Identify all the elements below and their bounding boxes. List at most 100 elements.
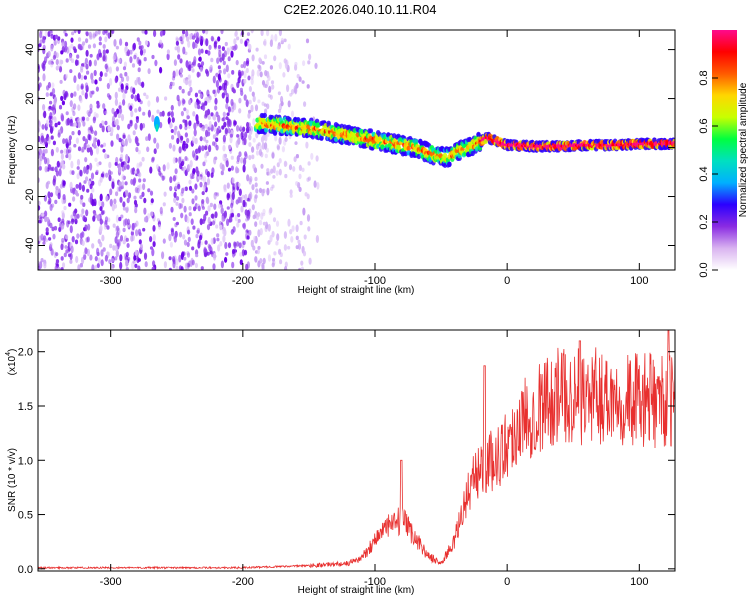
spectrogram-noise-blob — [191, 246, 195, 251]
spectrogram-noise-blob — [139, 161, 143, 167]
spectrogram-noise-blob — [201, 191, 205, 196]
spectrogram-noise-blob — [102, 103, 106, 110]
spectrogram-noise-blob — [121, 165, 125, 172]
spectrogram-noise-blob — [205, 30, 209, 35]
spectrogram-noise-blob — [251, 154, 255, 160]
spectrogram-noise-blob — [176, 45, 180, 53]
spectrogram-noise-blob — [193, 153, 197, 161]
spectrogram-noise-blob — [60, 114, 65, 122]
spectrogram-noise-blob — [61, 218, 65, 224]
y-tick-label: 20 — [24, 92, 36, 104]
spectrogram-noise-blob — [79, 169, 83, 177]
spectrogram-noise-blob — [265, 181, 269, 185]
spectrogram-noise-blob — [64, 73, 69, 79]
spectrogram-noise-blob — [178, 202, 182, 210]
spectrogram-noise-blob — [91, 78, 95, 84]
spectrogram-noise-blob — [239, 124, 243, 130]
spectrogram-noise-blob — [53, 225, 58, 231]
spectrogram-noise-blob — [274, 134, 278, 142]
spectrogram-noise-blob — [106, 225, 110, 230]
y-tick-label: 1.0 — [18, 455, 33, 467]
spectrogram-noise-blob — [224, 41, 228, 47]
spectrogram-noise-blob — [192, 111, 196, 117]
spectrogram-noise-blob — [246, 174, 250, 182]
spectrogram-noise-blob — [69, 181, 73, 190]
spectrogram-noise-blob — [223, 82, 227, 91]
spectrogram-noise-blob — [219, 162, 223, 170]
spectrogram-noise-blob — [70, 214, 74, 220]
x-tick-label: -300 — [100, 576, 122, 588]
spectrogram-noise-blob — [245, 263, 249, 270]
spectrogram-y-axis: -40 -20 0 20 40 — [24, 43, 675, 253]
spectrogram-noise-blob — [174, 168, 178, 175]
spectrogram-noise-blob — [137, 149, 141, 155]
spectrogram-noise-blob — [133, 177, 137, 184]
spectrogram-noise-blob — [207, 115, 211, 120]
spectrogram-noise-blob — [247, 75, 251, 81]
spectrogram-noise-blob — [144, 30, 148, 35]
spectrogram-noise-blob — [104, 254, 108, 262]
spectrogram-noise-blob — [244, 151, 248, 157]
spectrogram-noise-blob — [194, 195, 198, 201]
spectrogram-noise-blob — [276, 145, 280, 151]
spectrogram-noise-blob — [223, 121, 227, 128]
spectrogram-noise-blob — [104, 216, 109, 223]
spectrogram-noise-blob — [259, 228, 263, 236]
spectrogram-noise-blob — [76, 84, 80, 91]
spectrogram-noise-blob — [83, 166, 87, 174]
spectrogram-noise-blob — [99, 71, 103, 78]
spectrogram-noise-blob — [73, 143, 77, 148]
spectrogram-noise-blob — [301, 167, 305, 172]
spectrogram-noise-blob — [308, 53, 312, 61]
spectrogram-noise-blob — [305, 38, 310, 44]
spectrogram-noise-blob — [52, 233, 56, 240]
spectrogram-noise-blob — [106, 82, 110, 90]
spectrogram-noise-blob — [77, 104, 81, 111]
spectrogram-noise-blob — [295, 154, 299, 159]
spectrogram-noise-blob — [91, 243, 95, 249]
spectrogram-noise-blob — [143, 197, 147, 204]
spectrogram-noise-blob — [118, 107, 122, 114]
spectrogram-noise-blob — [269, 39, 273, 47]
spectrogram-noise-blob — [90, 172, 95, 180]
spectrogram-noise-blob — [118, 87, 122, 92]
snr-series-line — [38, 330, 675, 571]
spectrogram-noise-blob — [86, 110, 90, 115]
spectrogram-noise-blob — [246, 57, 250, 65]
spectrogram-noise-blob — [227, 193, 231, 199]
spectrogram-noise-blob — [224, 256, 228, 263]
spectrogram-noise-blob — [168, 256, 172, 261]
colorbar-label: Normalized spectral amplitude — [738, 82, 749, 217]
spectrogram-noise-blob — [99, 175, 103, 183]
spectrogram-noise-blob — [72, 187, 76, 195]
spectrogram-noise-blob — [94, 256, 98, 262]
spectrogram-track-blob — [153, 116, 160, 131]
spectrogram-noise-blob — [59, 79, 63, 84]
spectrogram-noise-blob — [192, 41, 196, 50]
spectrogram-noise-blob — [261, 188, 265, 197]
spectrogram-noise-blob — [207, 243, 211, 249]
spectrogram-noise-blob — [243, 249, 248, 256]
spectrogram-noise-blob — [217, 36, 221, 42]
spectrogram-noise-blob — [143, 57, 147, 62]
spectrogram-noise-blob — [217, 65, 221, 70]
spectrogram-noise-blob — [90, 72, 94, 81]
spectrogram-noise-blob — [298, 173, 302, 180]
spectrogram-noise-blob — [161, 251, 165, 260]
spectrogram-noise-blob — [52, 54, 57, 60]
spectrogram-noise-blob — [207, 205, 211, 212]
spectrogram-noise-blob — [217, 244, 221, 252]
spectrogram-noise-blob — [187, 74, 191, 80]
spectrogram-noise-blob — [191, 175, 195, 180]
spectrogram-noise-blob — [231, 70, 235, 75]
spectrogram-noise-blob — [44, 30, 48, 38]
spectrogram-noise-blob — [115, 191, 119, 197]
spectrogram-noise-blob — [254, 221, 258, 228]
spectrogram-noise-blob — [294, 141, 298, 146]
colorbar-gradient — [712, 30, 737, 270]
spectrogram-noise-blob — [221, 46, 225, 51]
spectrogram-noise-blob — [208, 120, 212, 129]
spectrogram-noise-blob — [252, 245, 256, 251]
spectrogram-noise-blob — [224, 127, 228, 135]
spectrogram-noise-blob — [236, 124, 240, 132]
